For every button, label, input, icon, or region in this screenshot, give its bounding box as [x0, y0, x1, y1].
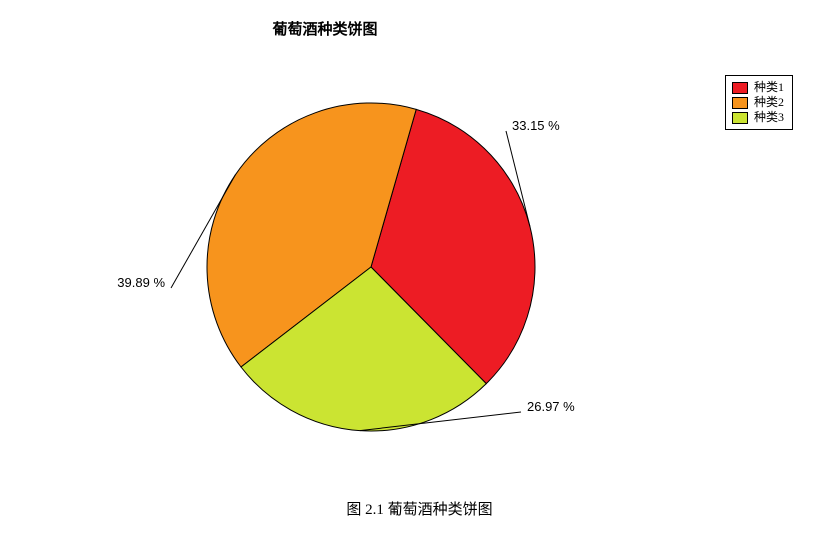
- slice-label: 33.15 %: [512, 118, 560, 133]
- figure-caption: 图 2.1 葡萄酒种类饼图: [0, 498, 839, 519]
- legend-swatch: [732, 82, 748, 94]
- legend-swatch: [732, 112, 748, 124]
- slice-label: 26.97 %: [527, 399, 575, 414]
- legend-swatch: [732, 97, 748, 109]
- legend: 种类1种类2种类3: [725, 75, 793, 130]
- legend-label: 种类2: [754, 95, 784, 110]
- legend-item: 种类2: [732, 95, 784, 110]
- legend-item: 种类3: [732, 110, 784, 125]
- legend-label: 种类1: [754, 80, 784, 95]
- legend-label: 种类3: [754, 110, 784, 125]
- legend-item: 种类1: [732, 80, 784, 95]
- slice-label: 39.89 %: [117, 275, 165, 290]
- pie-chart: [0, 0, 839, 538]
